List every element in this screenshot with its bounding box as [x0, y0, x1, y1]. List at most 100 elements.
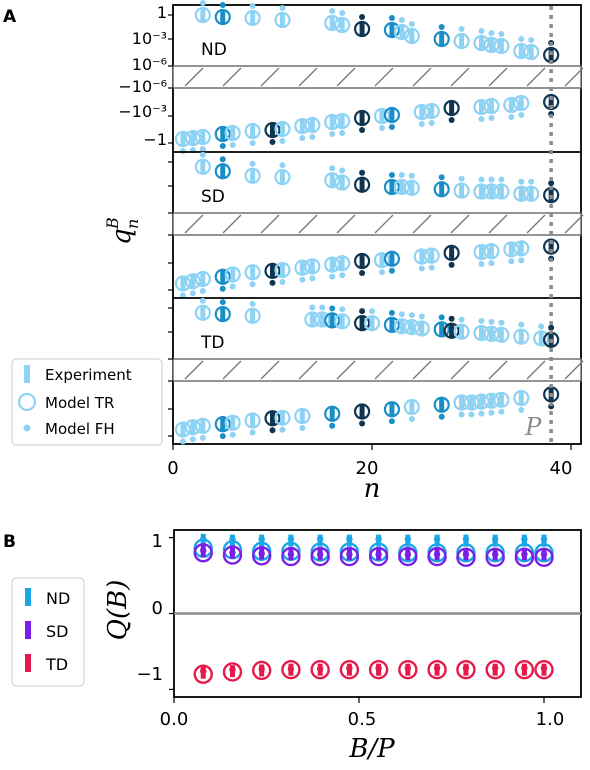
- experiment-marker: [478, 184, 484, 199]
- data-point: [184, 419, 202, 443]
- legend-b-nd-label: ND: [46, 589, 70, 608]
- model-fh-marker: [491, 664, 499, 672]
- data-point: [324, 256, 341, 280]
- data-point: [543, 324, 560, 348]
- data-point: [393, 311, 410, 335]
- data-point: [214, 156, 231, 180]
- model-fh-marker: [199, 297, 206, 304]
- data-point: [483, 392, 500, 416]
- experiment-marker: [279, 410, 285, 425]
- model-fh-marker: [478, 318, 485, 324]
- data-point: [214, 2, 231, 26]
- hatch-line: [450, 360, 470, 380]
- ytick-b-neg1: −1: [136, 664, 163, 685]
- model-fh-marker: [540, 551, 548, 558]
- experiment-marker: [339, 256, 345, 271]
- model-fh-marker: [478, 116, 485, 122]
- model-fh-marker: [428, 264, 435, 271]
- data-point: [483, 243, 500, 267]
- data-point: [353, 109, 371, 133]
- model-fh-marker: [219, 299, 226, 306]
- hatch-line: [374, 67, 394, 87]
- data-point: [423, 102, 440, 126]
- model-tr-marker: [281, 546, 301, 567]
- data-point: [214, 299, 231, 323]
- legend-frame: [11, 358, 163, 446]
- data-point: [383, 15, 401, 39]
- model-fh-marker: [478, 261, 485, 267]
- experiment-marker: [478, 100, 484, 114]
- experiment-marker: [299, 260, 305, 275]
- experiment-marker: [439, 32, 445, 46]
- experiment-marker: [339, 114, 345, 128]
- experiment-marker: [309, 259, 315, 274]
- data-point: [423, 247, 440, 271]
- model-fh-marker: [258, 665, 265, 673]
- model-fh-marker: [433, 551, 441, 558]
- data-point: [473, 98, 490, 122]
- model-fh-marker: [388, 124, 395, 130]
- experiment-marker: [439, 322, 445, 337]
- data-point: [433, 174, 450, 198]
- experiment-marker: [419, 105, 425, 119]
- data-point: [393, 172, 410, 196]
- model-tr-marker: [193, 664, 213, 684]
- data-point: [214, 125, 231, 149]
- model-tr-marker: [251, 546, 272, 566]
- model-fh-marker: [521, 535, 528, 543]
- model-fh-marker: [408, 312, 415, 319]
- model-fh-marker: [346, 664, 353, 672]
- experiment-marker: [389, 402, 395, 417]
- hatch-line: [184, 360, 204, 380]
- data-point: [433, 396, 450, 420]
- data-point: [174, 275, 192, 299]
- model-fh-marker: [219, 156, 226, 163]
- data-point: [274, 5, 291, 29]
- legend-experiment-marker: [24, 365, 30, 383]
- experiment-marker: [250, 413, 256, 428]
- model-fh-marker: [478, 28, 485, 34]
- model-fh-marker: [369, 308, 376, 315]
- panel-a-xlabel: n: [364, 474, 381, 504]
- experiment-marker: [250, 124, 256, 138]
- model-fh-marker: [199, 0, 206, 6]
- data-point: [244, 300, 261, 324]
- data-point: [353, 252, 371, 276]
- experiment-marker: [369, 316, 375, 331]
- hatch-line: [526, 67, 546, 87]
- model-fh-marker: [418, 265, 425, 272]
- model-fh-marker: [229, 549, 236, 556]
- hatch-line: [526, 360, 546, 380]
- model-fh-marker: [316, 551, 324, 558]
- model-fh-marker: [279, 138, 286, 144]
- experiment-marker: [279, 122, 285, 136]
- data-point: [214, 268, 231, 292]
- model-fh-marker: [339, 306, 346, 313]
- model-fh-marker: [329, 8, 336, 14]
- panel-b-xlabel: B/P: [348, 734, 395, 764]
- experiment-marker: [419, 249, 425, 264]
- model-fh-marker: [359, 127, 366, 133]
- data-point: [513, 240, 530, 264]
- model-fh-marker: [189, 290, 196, 297]
- model-fh-marker: [219, 285, 226, 292]
- model-fh-marker: [249, 429, 256, 436]
- hatch-line: [526, 214, 546, 234]
- model-fh-marker: [316, 535, 324, 543]
- ylabel-q: q: [107, 228, 137, 245]
- model-fh-marker: [329, 131, 336, 137]
- model-fh-marker: [299, 425, 306, 431]
- data-point: [523, 37, 540, 61]
- data-point: [413, 103, 430, 127]
- model-fh-marker: [339, 167, 346, 174]
- data-point: [324, 165, 341, 189]
- model-fh-marker: [388, 309, 395, 316]
- data-point: [244, 122, 261, 146]
- model-fh-marker: [458, 175, 465, 182]
- model-fh-marker: [488, 30, 495, 36]
- model-fh-marker: [418, 313, 425, 320]
- experiment-marker: [270, 411, 276, 426]
- model-fh-marker: [375, 535, 382, 543]
- experiment-marker: [250, 11, 256, 25]
- model-fh-marker: [258, 535, 265, 543]
